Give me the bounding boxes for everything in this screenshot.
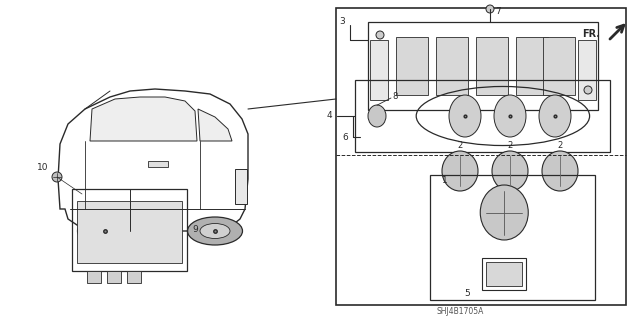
Text: 10: 10 (37, 162, 49, 172)
Bar (77, 201, 182, 263)
Text: 2: 2 (458, 140, 463, 150)
Polygon shape (90, 97, 197, 141)
Text: FR.: FR. (582, 29, 600, 39)
Bar (127, 271, 141, 283)
Ellipse shape (188, 217, 243, 245)
Ellipse shape (584, 86, 592, 94)
Bar (370, 40, 388, 100)
Ellipse shape (492, 151, 528, 191)
Ellipse shape (52, 172, 62, 182)
Text: 5: 5 (465, 290, 470, 299)
Text: 2: 2 (557, 140, 563, 150)
Ellipse shape (368, 105, 386, 127)
Bar (107, 271, 121, 283)
Text: 3: 3 (339, 18, 345, 26)
Bar (483, 258, 526, 290)
Bar (368, 22, 598, 110)
Ellipse shape (200, 224, 230, 239)
Bar (486, 262, 522, 286)
Text: 6: 6 (342, 132, 348, 142)
Text: 1: 1 (442, 176, 448, 185)
Bar (578, 40, 596, 100)
Text: 7: 7 (495, 6, 500, 16)
Ellipse shape (539, 95, 571, 137)
Ellipse shape (480, 185, 528, 240)
Ellipse shape (77, 217, 132, 245)
Ellipse shape (442, 151, 478, 191)
Bar (543, 37, 575, 95)
Bar (436, 37, 468, 95)
Ellipse shape (542, 151, 578, 191)
Bar (355, 80, 610, 152)
Bar (396, 37, 428, 95)
Text: 8: 8 (392, 92, 397, 101)
Ellipse shape (494, 95, 526, 137)
Bar (235, 169, 247, 204)
Bar (72, 189, 187, 271)
Text: SHJ4B1705A: SHJ4B1705A (436, 307, 484, 315)
Bar (336, 8, 626, 305)
Text: 9: 9 (192, 226, 198, 234)
Ellipse shape (486, 5, 494, 13)
Text: 2: 2 (508, 140, 513, 150)
Ellipse shape (90, 224, 120, 239)
Ellipse shape (376, 31, 384, 39)
Ellipse shape (449, 95, 481, 137)
Bar (148, 161, 168, 167)
Polygon shape (198, 109, 232, 141)
Bar (516, 37, 548, 95)
Bar (476, 37, 508, 95)
Text: 4: 4 (326, 112, 332, 121)
Bar (87, 271, 101, 283)
Bar (430, 175, 595, 300)
